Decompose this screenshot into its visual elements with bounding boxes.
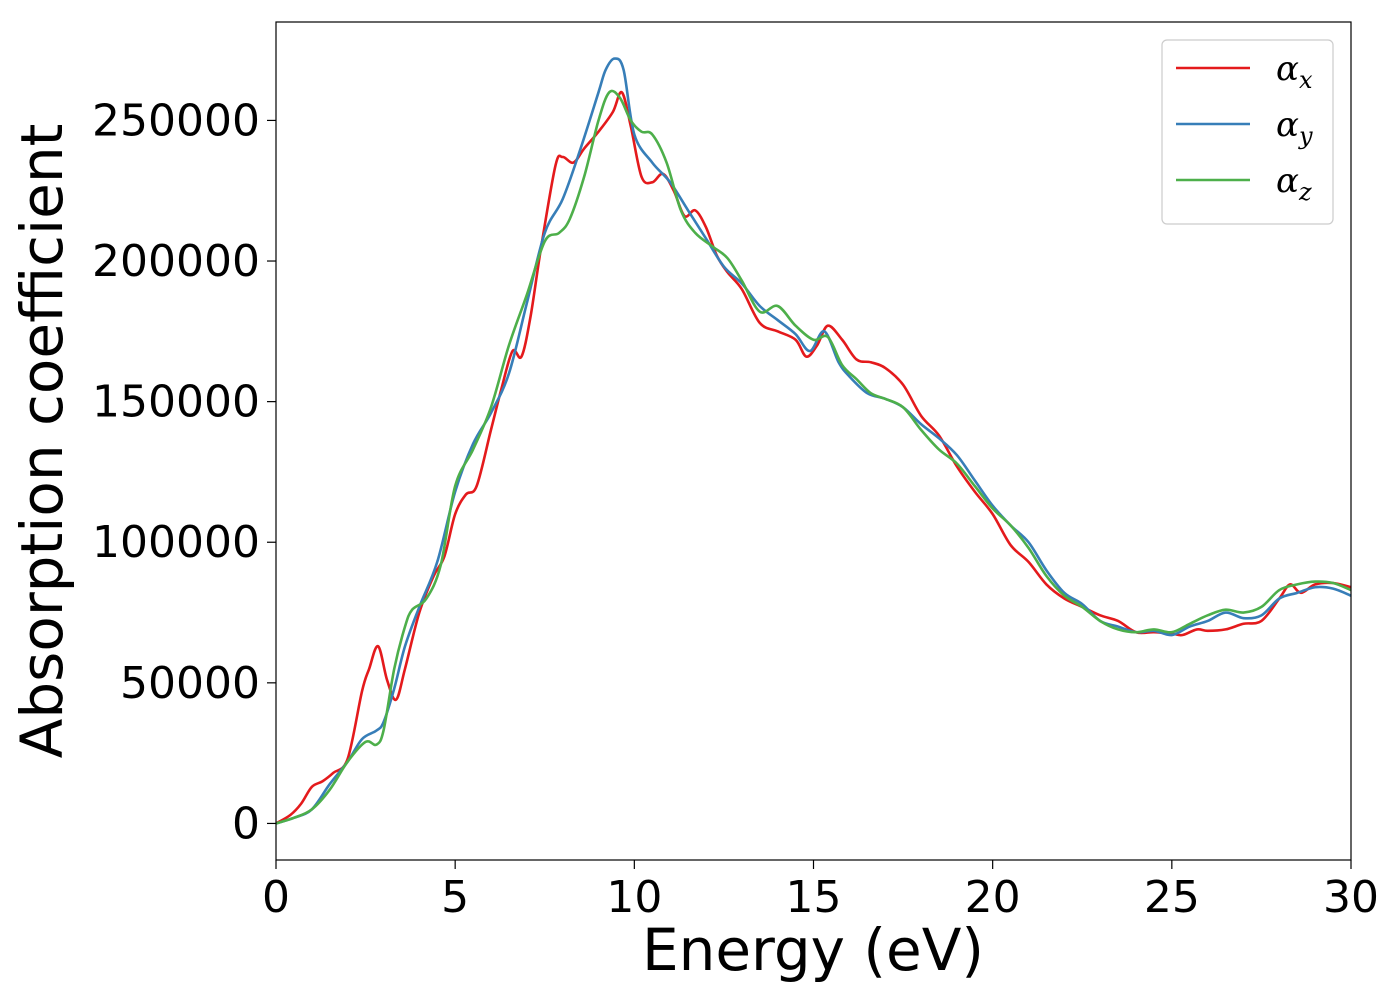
series-layer — [275, 57, 1352, 825]
legend-box — [1161, 39, 1334, 225]
series-line-z — [275, 89, 1352, 825]
x-tick-label: 20 — [965, 872, 1021, 923]
x-tick-label: 0 — [262, 872, 290, 923]
y-tick-label: 100000 — [92, 517, 260, 568]
y-tick-label: 200000 — [92, 236, 260, 287]
y-axis-label: Absorption coefficient — [8, 124, 76, 759]
y-tick-label: 50000 — [120, 658, 260, 709]
x-tick-label: 30 — [1323, 872, 1379, 923]
x-tick-label: 15 — [786, 872, 842, 923]
x-axis: 0 5 10 15 20 25 30 — [262, 860, 1379, 923]
legend-label-x: αx — [1276, 49, 1313, 94]
x-tick-label: 10 — [606, 872, 662, 923]
x-tick-label: 5 — [441, 872, 469, 923]
y-axis: 0 50000 100000 150000 200000 250000 — [92, 95, 276, 849]
x-tick-label: 25 — [1144, 872, 1200, 923]
y-tick-label: 150000 — [92, 377, 260, 428]
x-axis-label: Energy (eV) — [642, 916, 984, 984]
series-line-y — [275, 57, 1352, 825]
y-tick-label: 250000 — [92, 95, 260, 146]
legend: αx αy αz — [1161, 39, 1334, 225]
y-tick-label: 0 — [232, 798, 260, 849]
legend-label-y: αy — [1276, 105, 1313, 150]
legend-label-z: αz — [1276, 161, 1312, 206]
